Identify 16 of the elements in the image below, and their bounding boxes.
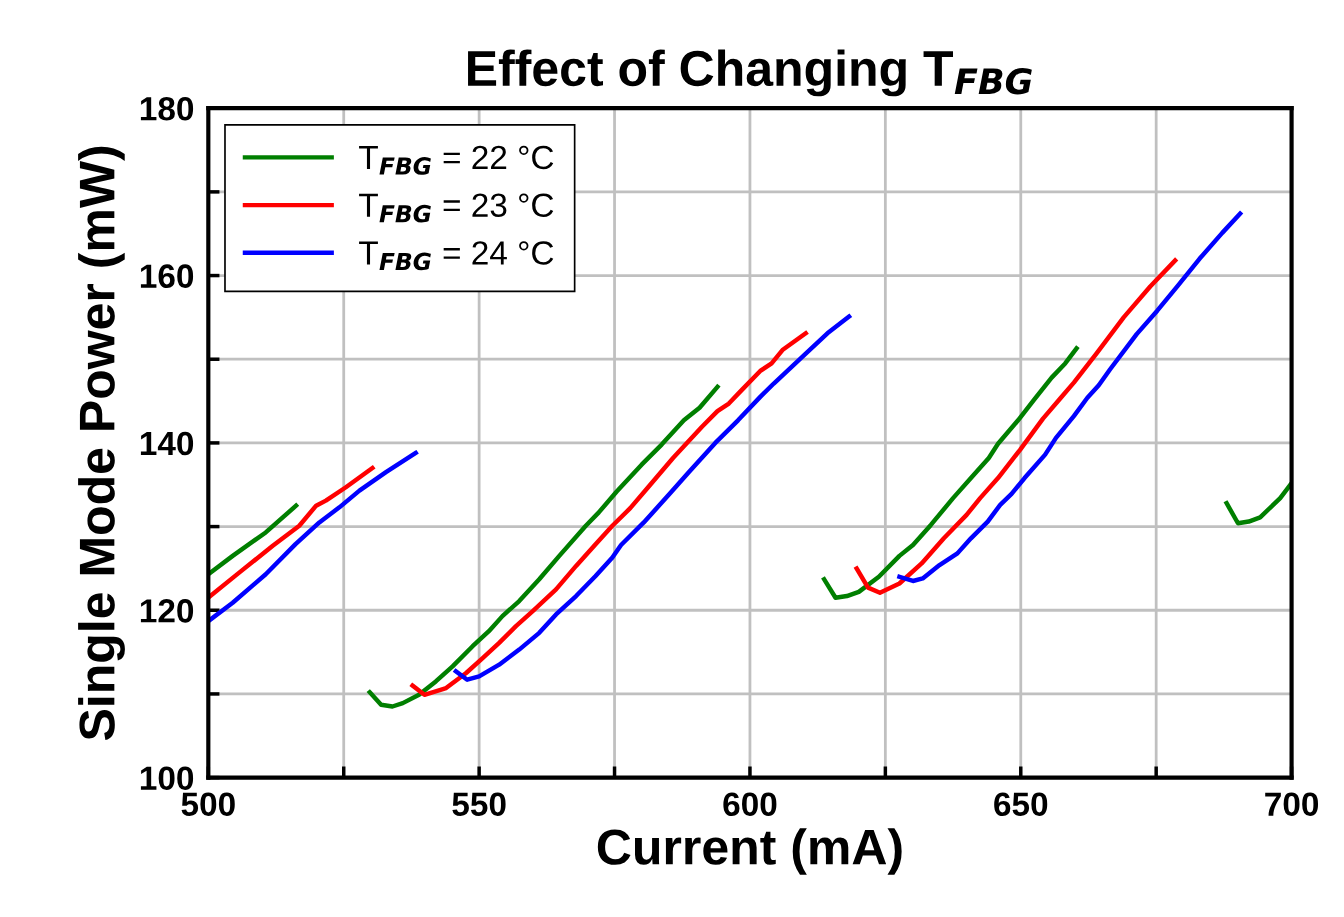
x-tick-label: 500: [181, 792, 235, 816]
x-tick-label: 600: [723, 792, 777, 816]
y-tick-label: 160: [140, 264, 194, 288]
y-tick-label: 180: [140, 97, 194, 121]
chart-title: Effect of Changing T$_{FBG}$: [468, 49, 1032, 97]
y-tick-label: 100: [140, 766, 194, 791]
legend-label: T$_{FBG}$ = 24 °C: [359, 241, 554, 271]
y-axis-title: Single Mode Power (mW): [78, 146, 125, 741]
legend-label: T$_{FBG}$ = 23 °C: [359, 193, 554, 223]
y-tick-label: 140: [140, 431, 194, 456]
x-tick-label: 550: [452, 792, 506, 816]
y-tick-label: 120: [140, 599, 194, 623]
x-tick-label: 650: [994, 792, 1048, 816]
legend-label: T$_{FBG}$ = 22 °C: [359, 145, 554, 175]
x-axis-title: Current (mA): [597, 828, 902, 875]
x-tick-label: 700: [1265, 792, 1319, 816]
